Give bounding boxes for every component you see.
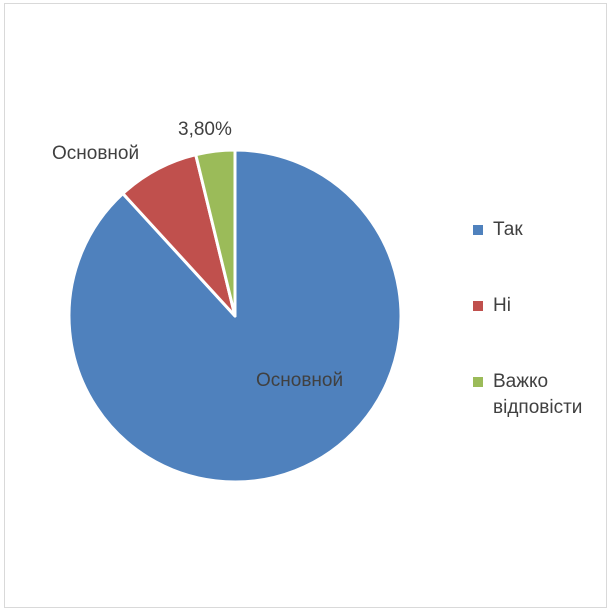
chart-frame: Основной Основной 3,80% Так Ні Важко від…: [4, 3, 607, 608]
legend-swatch-tak: [473, 225, 483, 235]
legend-item-vazhko: Важко відповісти: [473, 369, 613, 418]
legend-label-tak: Так: [493, 219, 523, 240]
data-label-vazhko: 3,80%: [178, 119, 232, 140]
legend-label-ni: Ні: [493, 295, 511, 316]
pie-chart: [67, 148, 403, 484]
legend-swatch-vazhko: [473, 377, 483, 387]
data-label-ni: Основной: [52, 143, 140, 164]
legend-swatch-ni: [473, 301, 483, 311]
pie-slice-vazhko: [194, 148, 237, 318]
legend-label-vazhko: Важко відповісти: [493, 371, 583, 418]
legend-item-ni: Ні: [473, 293, 613, 331]
legend: Так Ні Важко відповісти: [473, 217, 613, 445]
legend-item-tak: Так: [473, 217, 613, 255]
data-label-tak: Основной: [256, 370, 344, 391]
